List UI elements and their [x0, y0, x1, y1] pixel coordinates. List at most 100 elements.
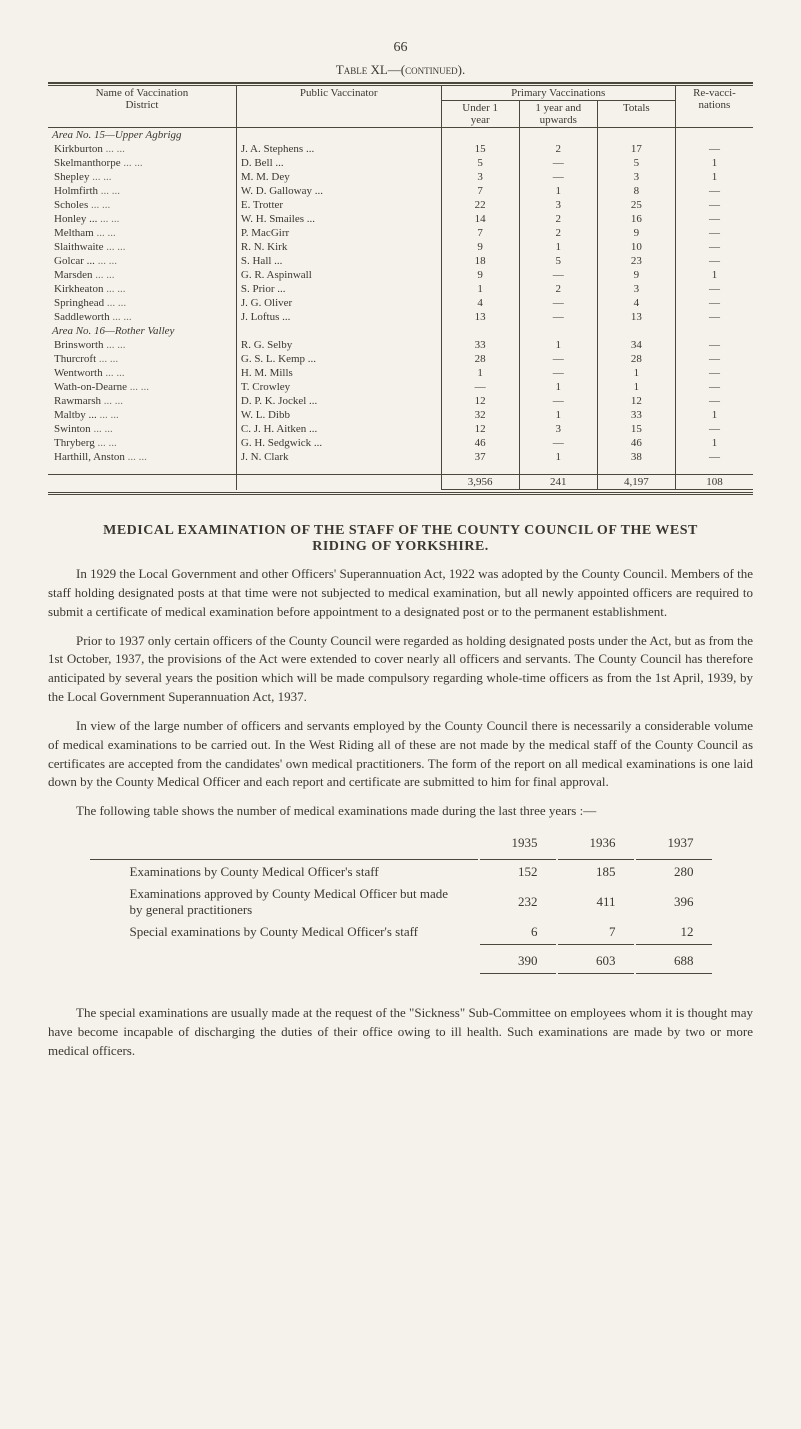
- spacer-row: [48, 464, 753, 475]
- totals-cell: 13: [597, 310, 675, 324]
- table-row: Kirkburton ... ...J. A. Stephens ...1521…: [48, 142, 753, 156]
- under1-cell: 22: [441, 198, 519, 212]
- year-table-head: 1935 1936 1937: [90, 833, 712, 853]
- leader-dots: ... ...: [95, 437, 117, 449]
- leader-dots: ... ...: [127, 381, 149, 393]
- leader-dots: ... ...: [94, 227, 116, 239]
- revac-cell: —: [675, 184, 753, 198]
- revac-cell: —: [675, 450, 753, 464]
- totals-cell: 23: [597, 254, 675, 268]
- under1-cell: 37: [441, 450, 519, 464]
- vaccinator-name: D. Bell ...: [236, 156, 441, 170]
- th-vaccinator-text: Public Vaccinator: [300, 87, 378, 99]
- vaccinator-name: W. H. Smailes ...: [236, 212, 441, 226]
- leader-dots: ... ...: [97, 409, 119, 421]
- vac-table-head: Name of Vaccination District Public Vacc…: [48, 86, 753, 128]
- revac-cell: 1: [675, 408, 753, 422]
- year1-cell: 2: [519, 212, 597, 226]
- revac-cell: —: [675, 212, 753, 226]
- revac-cell: —: [675, 310, 753, 324]
- vaccinator-name: H. M. Mills: [236, 366, 441, 380]
- revac-cell: —: [675, 296, 753, 310]
- district-name: Shepley ... ...: [48, 170, 236, 184]
- vaccinator-name: T. Crowley: [236, 380, 441, 394]
- th-totals-text: Totals: [623, 102, 650, 114]
- yt-bot-rule: [90, 973, 712, 978]
- vaccinator-name: G. H. Sedgwick ...: [236, 436, 441, 450]
- yt-row-2-c: 396: [636, 884, 712, 920]
- leader-dots: ... ...: [98, 185, 120, 197]
- totals-cell: 1: [597, 380, 675, 394]
- district-name: Saddleworth ... ...: [48, 310, 236, 324]
- totals-cell: 12: [597, 394, 675, 408]
- grand-total-y: 241: [519, 475, 597, 490]
- th-district: Name of Vaccination District: [48, 86, 236, 128]
- revac-cell: 1: [675, 170, 753, 184]
- totals-cell: 3: [597, 282, 675, 296]
- totals-cell: 3: [597, 170, 675, 184]
- year1-cell: 1: [519, 184, 597, 198]
- yt-row-1-a: 152: [480, 862, 556, 882]
- district-name: Skelmanthorpe ... ...: [48, 156, 236, 170]
- yt-total-c: 688: [636, 951, 712, 971]
- th-totals: Totals: [597, 101, 675, 128]
- under1-cell: —: [441, 380, 519, 394]
- under1-cell: 3: [441, 170, 519, 184]
- year1-cell: —: [519, 296, 597, 310]
- table-caption: Table XL—(continued).: [48, 62, 753, 78]
- totals-cell: 25: [597, 198, 675, 212]
- th-primary-text: Primary Vaccinations: [511, 87, 605, 99]
- page-number: 66: [48, 40, 753, 56]
- table-row: Slaithwaite ... ...R. N. Kirk9110—: [48, 240, 753, 254]
- area-title: Area No. 16—Rother Valley: [48, 324, 236, 338]
- under1-cell: 7: [441, 184, 519, 198]
- year1-cell: 2: [519, 142, 597, 156]
- table-row: Marsden ... ...G. R. Aspinwall9—91: [48, 268, 753, 282]
- vaccinator-name: C. J. H. Aitken ...: [236, 422, 441, 436]
- yt-row-3-c: 12: [636, 922, 712, 942]
- th-revac: Re-vacci- nations: [675, 86, 753, 128]
- th-vaccinator: Public Vaccinator: [236, 86, 441, 128]
- leader-dots: ... ...: [91, 423, 113, 435]
- leader-dots: ... ...: [93, 269, 115, 281]
- under1-cell: 28: [441, 352, 519, 366]
- district-name: Wentworth ... ...: [48, 366, 236, 380]
- yt-total-b: 603: [558, 951, 634, 971]
- revac-cell: —: [675, 366, 753, 380]
- leader-dots: ... ...: [103, 367, 125, 379]
- vaccinator-name: R. G. Selby: [236, 338, 441, 352]
- leader-dots: ... ...: [88, 199, 110, 211]
- revac-cell: —: [675, 352, 753, 366]
- table-row: Thryberg ... ...G. H. Sedgwick ...46—461: [48, 436, 753, 450]
- grand-total-t: 4,197: [597, 475, 675, 490]
- para-3: In view of the large number of officers …: [48, 717, 753, 792]
- yt-row-3-label: Special examinations by County Medical O…: [90, 922, 478, 942]
- year1-cell: 2: [519, 282, 597, 296]
- vac-table-body: Area No. 15—Upper AgbriggKirkburton ... …: [48, 128, 753, 490]
- totals-cell: 1: [597, 366, 675, 380]
- yt-row-2-b: 411: [558, 884, 634, 920]
- year1-cell: 1: [519, 380, 597, 394]
- district-name: Slaithwaite ... ...: [48, 240, 236, 254]
- totals-cell: 8: [597, 184, 675, 198]
- leader-dots: ... ...: [104, 297, 126, 309]
- totals-cell: 9: [597, 268, 675, 282]
- under1-cell: 1: [441, 366, 519, 380]
- table-row: Wath-on-Dearne ... ...T. Crowley—11—: [48, 380, 753, 394]
- yt-y1937: 1937: [636, 833, 712, 853]
- table-row: Wentworth ... ...H. M. Mills1—1—: [48, 366, 753, 380]
- district-name: Holmfirth ... ...: [48, 184, 236, 198]
- year1-cell: —: [519, 352, 597, 366]
- under1-cell: 32: [441, 408, 519, 422]
- year1-cell: 1: [519, 240, 597, 254]
- th-primary: Primary Vaccinations: [441, 86, 675, 101]
- yt-y1936: 1936: [558, 833, 634, 853]
- vaccinator-name: G. R. Aspinwall: [236, 268, 441, 282]
- year1-cell: —: [519, 268, 597, 282]
- table-row: Golcar ... ... ...S. Hall ...18523—: [48, 254, 753, 268]
- totals-cell: 38: [597, 450, 675, 464]
- district-name: Marsden ... ...: [48, 268, 236, 282]
- year1-cell: —: [519, 310, 597, 324]
- leader-dots: ... ...: [96, 353, 118, 365]
- yt-total-a: 390: [480, 951, 556, 971]
